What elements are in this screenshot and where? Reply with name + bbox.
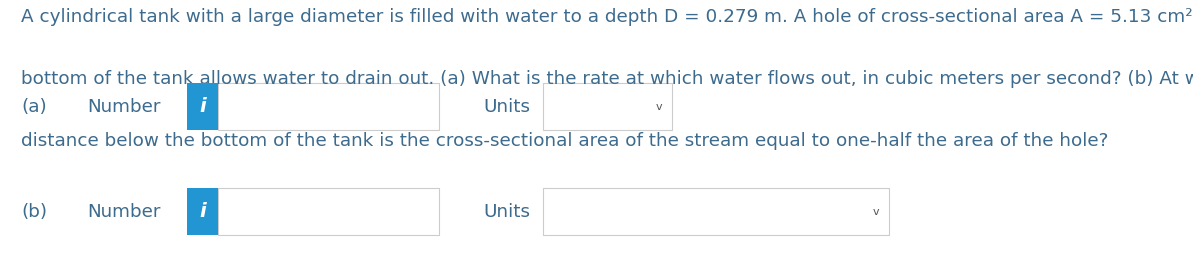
Text: (b): (b) xyxy=(21,203,48,221)
FancyBboxPatch shape xyxy=(187,83,218,130)
Text: Number: Number xyxy=(87,98,161,115)
Text: Units: Units xyxy=(483,98,530,115)
FancyBboxPatch shape xyxy=(543,83,672,130)
Text: bottom of the tank allows water to drain out. (a) What is the rate at which wate: bottom of the tank allows water to drain… xyxy=(21,70,1193,88)
FancyBboxPatch shape xyxy=(187,188,218,235)
FancyBboxPatch shape xyxy=(543,188,889,235)
FancyBboxPatch shape xyxy=(218,83,439,130)
Text: i: i xyxy=(199,202,206,221)
Text: distance below the bottom of the tank is the cross-sectional area of the stream : distance below the bottom of the tank is… xyxy=(21,132,1108,149)
FancyBboxPatch shape xyxy=(218,188,439,235)
Text: (a): (a) xyxy=(21,98,48,115)
Text: A cylindrical tank with a large diameter is filled with water to a depth D = 0.2: A cylindrical tank with a large diameter… xyxy=(21,8,1193,26)
Text: v: v xyxy=(872,207,879,217)
Text: Units: Units xyxy=(483,203,530,221)
Text: i: i xyxy=(199,97,206,116)
Text: v: v xyxy=(655,102,662,112)
Text: Number: Number xyxy=(87,203,161,221)
